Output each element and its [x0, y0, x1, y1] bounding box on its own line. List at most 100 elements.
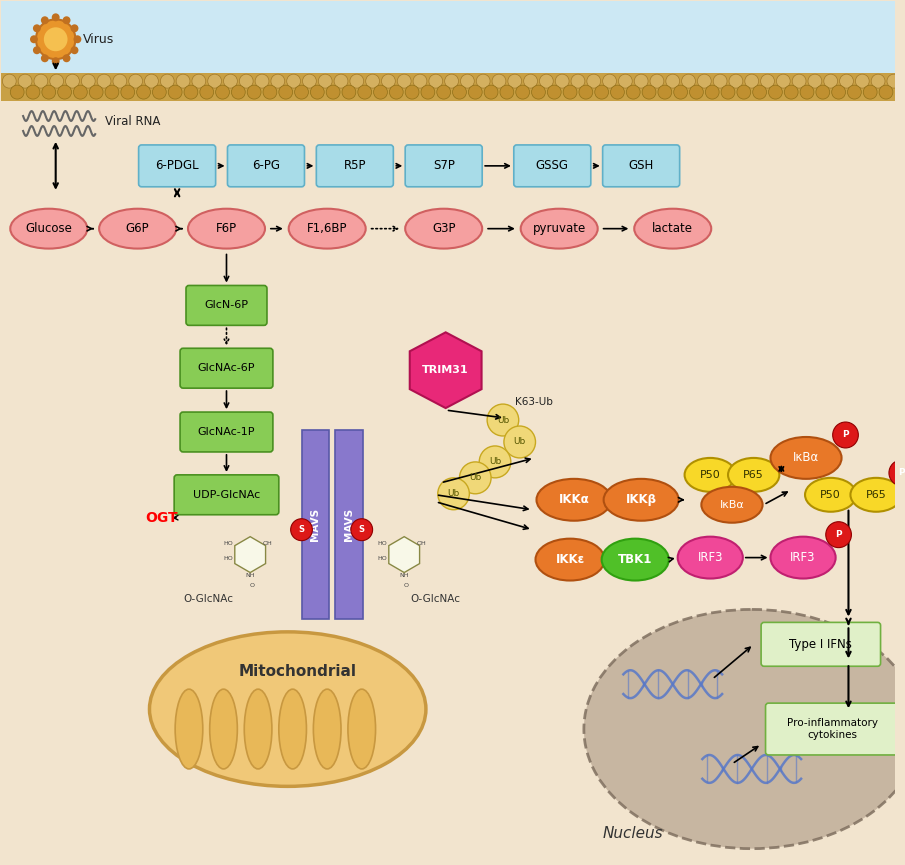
Circle shape — [255, 74, 269, 88]
Ellipse shape — [100, 208, 176, 248]
Circle shape — [681, 74, 695, 88]
Circle shape — [26, 85, 40, 99]
Circle shape — [90, 85, 103, 99]
Circle shape — [504, 426, 536, 458]
Text: GlcNAc-1P: GlcNAc-1P — [197, 427, 255, 437]
Text: P65: P65 — [743, 470, 764, 480]
Circle shape — [650, 74, 664, 88]
Text: NH: NH — [399, 573, 409, 578]
Ellipse shape — [176, 689, 203, 769]
Text: 6-PDGL: 6-PDGL — [156, 159, 199, 172]
Ellipse shape — [244, 689, 272, 769]
Circle shape — [531, 85, 546, 99]
FancyBboxPatch shape — [761, 623, 881, 666]
Circle shape — [492, 74, 506, 88]
Ellipse shape — [348, 689, 376, 769]
Text: F1,6BP: F1,6BP — [307, 222, 348, 235]
Circle shape — [855, 74, 869, 88]
Circle shape — [200, 85, 214, 99]
Circle shape — [302, 74, 317, 88]
Ellipse shape — [279, 689, 307, 769]
Circle shape — [351, 519, 373, 541]
Text: TBK1: TBK1 — [618, 553, 653, 566]
Text: IRF3: IRF3 — [790, 551, 815, 564]
Circle shape — [872, 74, 885, 88]
Polygon shape — [234, 536, 265, 573]
Circle shape — [113, 74, 127, 88]
Ellipse shape — [536, 539, 605, 580]
Circle shape — [626, 85, 640, 99]
Circle shape — [721, 85, 735, 99]
Text: OH: OH — [263, 541, 272, 546]
Circle shape — [776, 74, 790, 88]
Circle shape — [832, 85, 845, 99]
Circle shape — [42, 85, 56, 99]
Ellipse shape — [851, 477, 901, 512]
Circle shape — [879, 85, 893, 99]
Circle shape — [737, 85, 751, 99]
Ellipse shape — [289, 208, 366, 248]
Bar — [2, 74, 895, 101]
Text: IκBα: IκBα — [793, 452, 819, 465]
Circle shape — [437, 85, 451, 99]
FancyBboxPatch shape — [405, 145, 482, 187]
Text: P: P — [899, 468, 905, 477]
Text: G6P: G6P — [126, 222, 149, 235]
Circle shape — [729, 74, 743, 88]
Circle shape — [73, 85, 87, 99]
Circle shape — [62, 54, 71, 62]
Circle shape — [508, 74, 521, 88]
Text: Viral RNA: Viral RNA — [105, 114, 160, 127]
Circle shape — [460, 462, 491, 494]
Ellipse shape — [602, 539, 669, 580]
Circle shape — [863, 85, 877, 99]
Circle shape — [65, 74, 80, 88]
Circle shape — [698, 74, 711, 88]
Circle shape — [160, 74, 174, 88]
Circle shape — [563, 85, 577, 99]
Text: GSSG: GSSG — [536, 159, 568, 172]
Text: Ub: Ub — [497, 415, 509, 425]
Circle shape — [168, 85, 182, 99]
Circle shape — [33, 46, 41, 54]
Circle shape — [41, 54, 49, 62]
Circle shape — [58, 85, 71, 99]
Text: Ub: Ub — [447, 490, 460, 498]
Circle shape — [713, 74, 727, 88]
Circle shape — [30, 35, 38, 43]
Ellipse shape — [405, 208, 482, 248]
Text: MAVS: MAVS — [310, 508, 320, 541]
Circle shape — [137, 85, 150, 99]
Circle shape — [342, 85, 356, 99]
Circle shape — [184, 85, 198, 99]
Circle shape — [71, 46, 79, 54]
Circle shape — [595, 85, 608, 99]
Circle shape — [366, 74, 379, 88]
Circle shape — [121, 85, 135, 99]
Circle shape — [295, 85, 309, 99]
Circle shape — [452, 85, 466, 99]
Text: F6P: F6P — [216, 222, 237, 235]
Circle shape — [792, 74, 806, 88]
Text: R5P: R5P — [344, 159, 367, 172]
Ellipse shape — [684, 458, 736, 492]
FancyBboxPatch shape — [180, 412, 273, 452]
Text: O-GlcNAc: O-GlcNAc — [411, 594, 461, 605]
Ellipse shape — [537, 479, 612, 521]
Circle shape — [658, 85, 672, 99]
Circle shape — [634, 74, 648, 88]
FancyBboxPatch shape — [174, 475, 279, 515]
Text: O: O — [404, 582, 409, 587]
Circle shape — [10, 85, 24, 99]
Circle shape — [666, 74, 680, 88]
Circle shape — [429, 74, 443, 88]
Text: UDP-GlcNAc: UDP-GlcNAc — [193, 490, 260, 500]
Circle shape — [50, 74, 63, 88]
Text: Virus: Virus — [83, 33, 115, 46]
Circle shape — [374, 85, 387, 99]
Text: IKKε: IKKε — [556, 553, 585, 566]
Text: IKKα: IKKα — [558, 493, 589, 506]
Circle shape — [438, 477, 470, 509]
Circle shape — [833, 422, 858, 448]
Text: OH: OH — [417, 541, 427, 546]
